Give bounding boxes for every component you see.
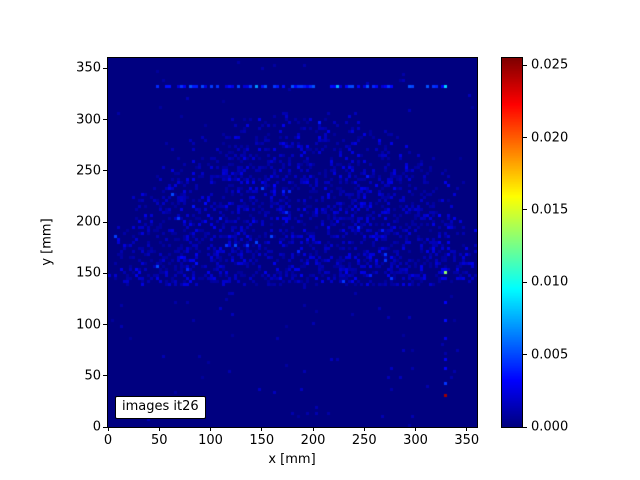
y-tick-mark [103,426,107,428]
colorbar-tick-label: 0.005 [531,347,569,363]
annotation-text: images it26 [122,399,199,414]
colorbar-tick-mark [523,209,527,211]
x-tick-label: 100 [198,433,223,448]
colorbar-tick-mark [523,137,527,139]
colorbar-tick-mark [523,281,527,283]
x-tick-mark [107,427,109,431]
y-tick-mark [103,324,107,325]
x-axis-label: x [mm] [268,452,316,467]
x-tick-label: 250 [351,433,377,448]
colorbar-tick-label: 0.020 [531,130,569,146]
y-tick-label: 50 [84,368,101,384]
x-tick-label: 150 [249,433,275,448]
y-tick-label: 150 [76,265,101,281]
colorbar-tick-mark [523,64,527,66]
y-tick-label: 300 [76,112,101,127]
y-tick-label: 200 [76,214,101,230]
colorbar-tick-label: 0.025 [531,57,569,73]
x-tick-label: 50 [150,433,168,448]
y-tick-mark [103,170,107,172]
annotation-box: images it26 [115,396,206,419]
y-tick-label: 100 [76,317,101,332]
x-tick-mark [158,427,160,431]
y-tick-mark [103,221,107,223]
y-tick-mark [103,272,107,274]
x-tick-mark [363,427,365,431]
colorbar-tick-label: 0.015 [531,202,569,218]
colorbar-tick-mark [523,426,527,428]
colorbar-tick-label: 0.010 [531,274,569,290]
x-tick-mark [312,427,314,431]
x-tick-label: 300 [403,433,428,448]
x-tick-mark [415,427,416,431]
x-tick-mark [210,427,211,431]
x-tick-mark [261,427,263,431]
colorbar-tick-mark [523,354,527,356]
heatmap-canvas [108,58,477,427]
y-tick-mark [103,119,107,120]
y-tick-mark [103,375,107,377]
x-tick-mark [466,427,468,431]
y-tick-mark [103,67,107,69]
colorbar-tick-label: 0.000 [531,419,569,435]
x-tick-label: 200 [300,433,326,448]
y-axis-label: y [mm] [39,218,55,266]
colorbar-canvas [502,58,522,427]
x-tick-label: 0 [103,433,113,448]
y-tick-label: 0 [92,419,101,435]
y-tick-label: 350 [76,60,101,76]
y-tick-label: 250 [76,163,101,179]
colorbar [501,57,523,428]
plot-area [107,57,478,428]
x-tick-label: 350 [454,433,480,448]
